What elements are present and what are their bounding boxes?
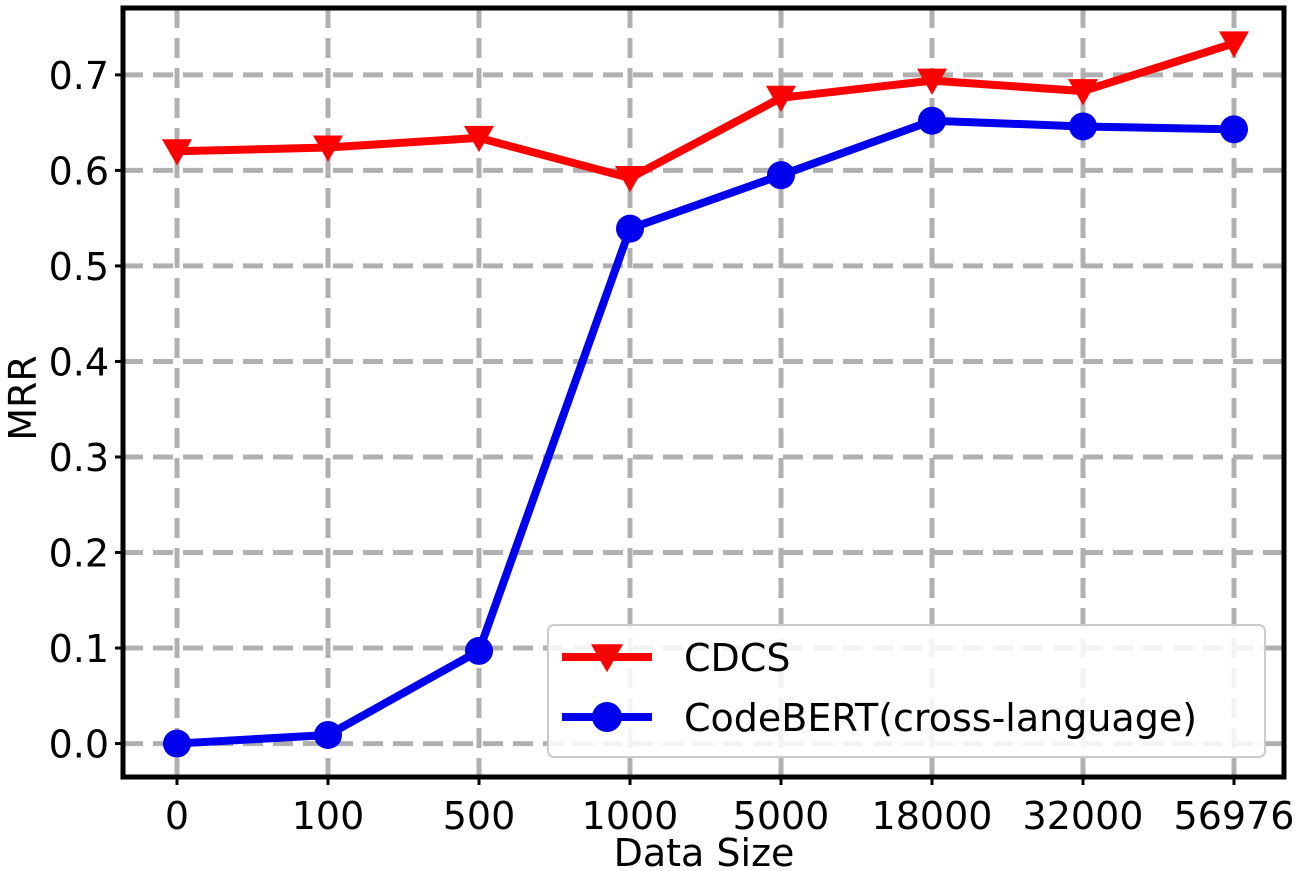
x-axis-title: Data Size	[614, 831, 795, 871]
data-point-cdcs	[615, 166, 645, 193]
legend-label-codebert: CodeBERT(cross-language)	[684, 696, 1197, 740]
series-line-codebert	[176, 116, 1235, 748]
legend-label-cdcs: CDCS	[684, 636, 790, 680]
legend-box	[547, 624, 1266, 758]
data-point-cdcs	[1068, 79, 1098, 106]
y-tick-label: 0.4	[49, 340, 109, 384]
data-point-codebert	[918, 106, 946, 135]
data-point-codebert	[314, 720, 342, 749]
series-line-cdcs	[176, 39, 1236, 183]
y-tick-label: 0.3	[49, 436, 109, 480]
y-axis-title: MRR	[1, 355, 45, 441]
data-point-codebert	[1069, 112, 1097, 141]
x-tick-label: 5000	[733, 794, 830, 838]
tick-layer: 0 100 500 1000 5000 18000 32000 56976 0.0 0.1 0.2 0…	[49, 54, 1295, 838]
data-point-cdcs	[766, 85, 796, 113]
series-layer	[162, 31, 1249, 758]
data-point-codebert	[163, 729, 191, 758]
data-point-cdcs	[313, 135, 343, 162]
x-tick-label: 0	[165, 794, 189, 838]
x-tick-label: 1000	[582, 794, 679, 838]
data-point-codebert	[465, 636, 493, 665]
x-tick-label: 500	[443, 794, 516, 838]
legend-marker-cdcs	[591, 644, 623, 673]
y-tick-label: 0.6	[49, 149, 109, 193]
legend-marker-codebert	[592, 702, 622, 732]
legend: CDCS CodeBERT(cross-language)	[547, 624, 1266, 758]
y-tick-label: 0.1	[49, 627, 109, 671]
x-tick-label: 18000	[872, 794, 993, 838]
data-point-cdcs	[464, 125, 494, 153]
data-point-cdcs	[917, 68, 947, 95]
x-tick-label: 32000	[1023, 794, 1144, 838]
y-tick-label: 0.2	[49, 532, 109, 576]
data-point-codebert	[767, 161, 795, 190]
y-tick-label: 0.0	[49, 723, 109, 767]
y-tick-label: 0.7	[49, 54, 109, 98]
y-tick-label: 0.5	[49, 245, 109, 289]
data-point-codebert	[1220, 115, 1248, 144]
data-point-codebert	[616, 214, 644, 243]
data-point-cdcs	[162, 139, 192, 166]
data-point-cdcs	[1219, 31, 1249, 58]
x-tick-label: 56976	[1174, 794, 1295, 838]
plot-frame	[120, 5, 1287, 780]
x-tick-label: 100	[292, 794, 365, 838]
